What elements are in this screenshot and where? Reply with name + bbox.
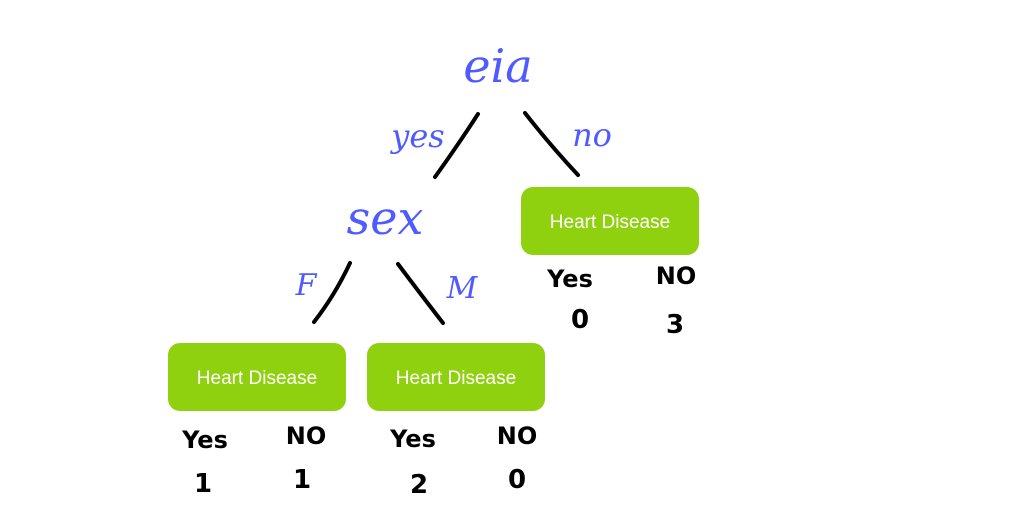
leaf-label: Heart Disease xyxy=(396,368,516,389)
edge-label-no: no xyxy=(572,116,612,154)
leaf-yes-count: 1 xyxy=(194,469,212,499)
leaf-label: Heart Disease xyxy=(197,368,317,389)
leaf-eia-no: Heart Disease Yes NO 0 3 xyxy=(521,187,699,340)
leaf-no-label: NO xyxy=(497,422,538,450)
edge-root-no xyxy=(525,113,578,175)
leaf-yes-label: Yes xyxy=(389,425,436,453)
edge-sex-f xyxy=(314,263,350,322)
leaf-yes-count: 2 xyxy=(410,470,428,500)
leaf-no-label: NO xyxy=(656,262,697,290)
leaf-yes-count: 0 xyxy=(571,305,589,335)
leaf-yes-label: Yes xyxy=(181,426,228,454)
leaf-sex-f: Heart Disease Yes NO 1 1 xyxy=(168,343,346,499)
leaf-label: Heart Disease xyxy=(550,212,670,233)
edge-label-yes: yes xyxy=(389,117,444,155)
leaf-no-count: 3 xyxy=(666,310,684,340)
leaf-no-label: NO xyxy=(286,422,327,450)
leaf-no-count: 1 xyxy=(293,465,311,495)
leaf-sex-m: Heart Disease Yes NO 2 0 xyxy=(367,343,545,500)
leaf-yes-label: Yes xyxy=(546,265,593,293)
edge-label-m: M xyxy=(446,271,479,306)
sex-node-label: sex xyxy=(347,191,424,245)
leaf-no-count: 0 xyxy=(508,465,526,495)
root-node-label: eia xyxy=(463,39,532,93)
edge-label-f: F xyxy=(295,268,318,303)
edge-sex-m xyxy=(398,264,443,323)
